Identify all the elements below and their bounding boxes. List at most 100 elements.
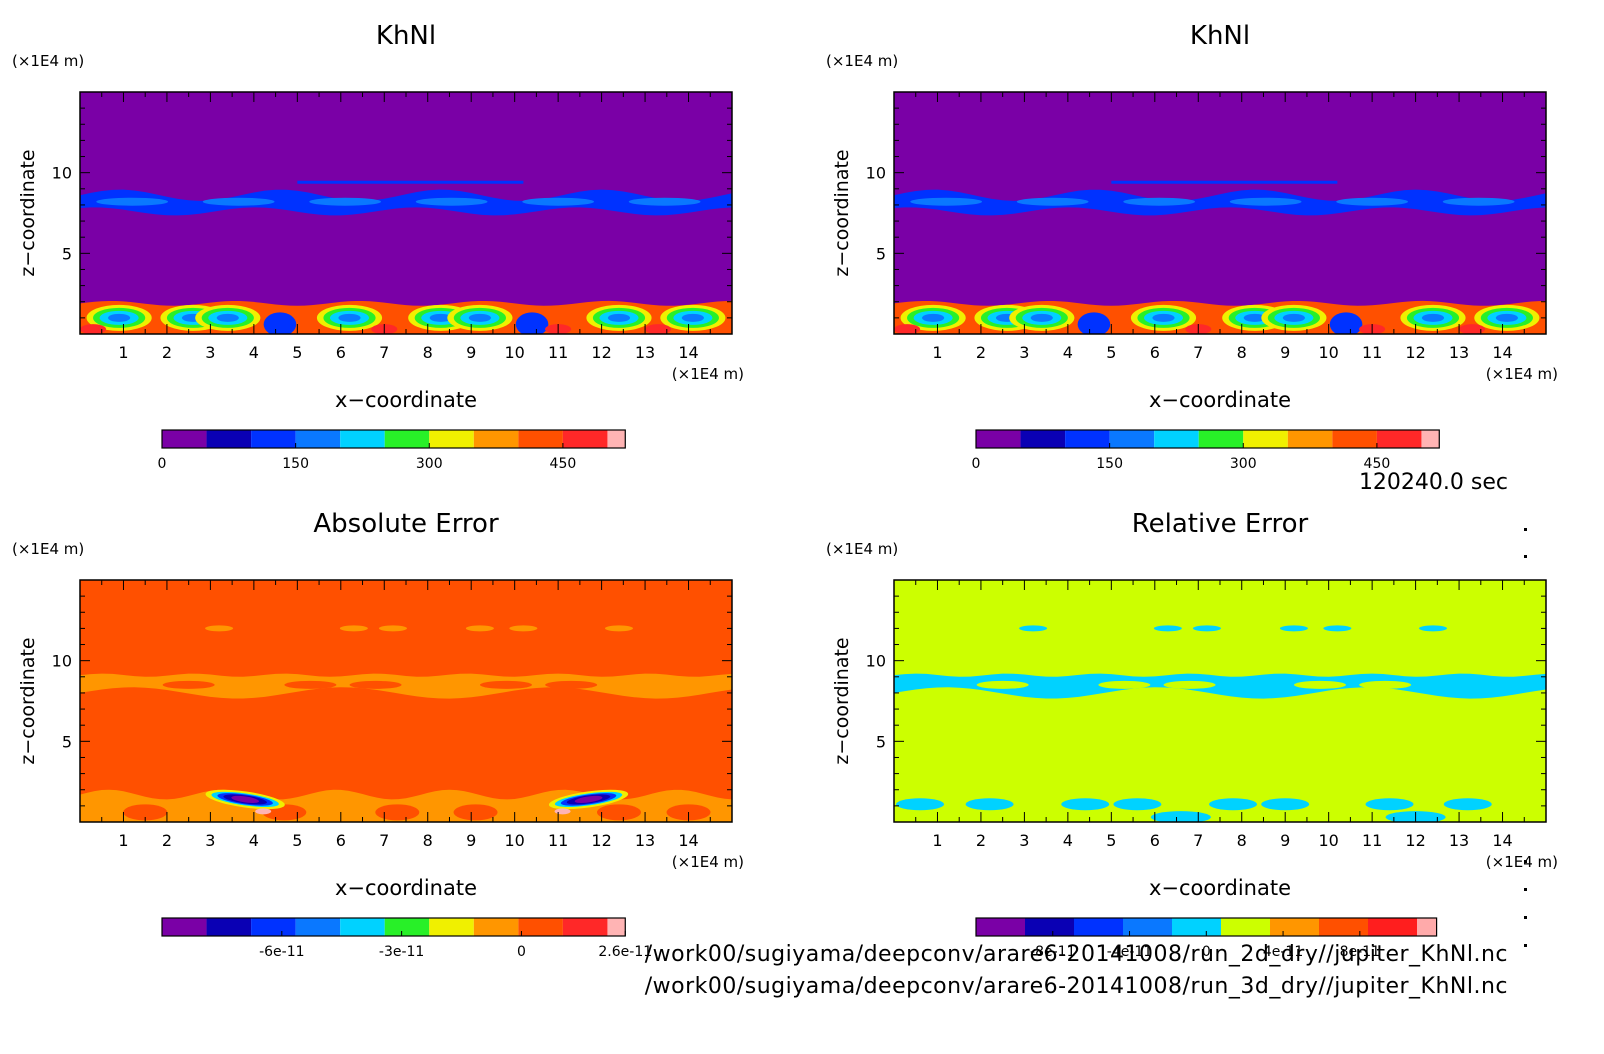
x-tick-label: 14 <box>1492 831 1512 850</box>
upper-band <box>894 189 1546 216</box>
upper-cell <box>96 197 169 206</box>
rel-error-cell <box>896 798 945 811</box>
contour-field <box>894 580 1546 822</box>
upper-cell <box>1123 197 1196 206</box>
x-tick-label: 7 <box>1193 343 1203 362</box>
colorbar-swatch <box>1025 918 1074 936</box>
x-axis-label: x−coordinate <box>1149 388 1291 412</box>
x-tick-label: 4 <box>249 831 259 850</box>
x-tick-label: 7 <box>379 831 389 850</box>
colorbar-tick-label: 0 <box>1202 944 1211 960</box>
colorbar-swatch <box>1287 430 1333 448</box>
x-tick-label: 3 <box>205 343 215 362</box>
x-unit-label: (×1E4 m) <box>672 365 744 383</box>
margin-dot <box>1524 916 1527 919</box>
colorbar-swatch <box>607 918 626 936</box>
colorbar-tick-label: 300 <box>416 456 443 472</box>
convective-cell <box>1030 313 1053 322</box>
colorbar-swatch <box>340 918 385 936</box>
x-tick-label: 12 <box>1405 831 1425 850</box>
rel-error-cell <box>1113 798 1162 811</box>
rel-error-speck <box>1279 625 1308 632</box>
y-axis-label: z−coordinate <box>17 149 39 276</box>
colorbar-swatch <box>206 918 252 936</box>
rel-error-cell <box>1443 798 1492 811</box>
error-patch <box>479 680 532 689</box>
margin-dot <box>1524 860 1527 863</box>
colorbar-swatch <box>1123 918 1172 936</box>
colorbar-tick-label: 0 <box>517 944 526 960</box>
x-tick-label: 10 <box>504 343 524 362</box>
colorbar-swatch <box>1319 918 1368 936</box>
rel-error-cell <box>1150 811 1211 822</box>
x-tick-label: 13 <box>1449 831 1469 850</box>
x-tick-label: 9 <box>1280 831 1290 850</box>
colorbar-tick-label: 4e-11 <box>1263 944 1303 960</box>
x-tick-label: 14 <box>678 343 698 362</box>
x-axis-label: x−coordinate <box>1149 876 1291 900</box>
colorbar-tick-label: 8e-11 <box>1340 944 1380 960</box>
rel-error-cell <box>1209 798 1258 811</box>
field-background <box>894 580 1546 822</box>
x-tick-label: 4 <box>249 343 259 362</box>
x-tick-label: 2 <box>162 831 172 850</box>
colorbar: 0 150 300 450 <box>972 429 1440 472</box>
upper-cell <box>1442 197 1515 206</box>
colorbar-swatch <box>340 430 385 448</box>
error-speck <box>509 625 538 632</box>
convective-cell <box>216 313 239 322</box>
vortex-error <box>231 795 260 803</box>
x-tick-label: 6 <box>1150 343 1160 362</box>
error-speck <box>465 625 494 632</box>
y-tick-label: 10 <box>866 164 886 183</box>
colorbar-swatch <box>1368 918 1417 936</box>
x-tick-label: 4 <box>1063 343 1073 362</box>
upper-cell <box>522 197 594 206</box>
y-tick-label: 5 <box>876 732 886 751</box>
y-tick-label: 10 <box>52 652 72 671</box>
rel-error-speck <box>1418 625 1447 632</box>
margin-dot <box>1524 944 1527 947</box>
x-tick-label: 9 <box>466 343 476 362</box>
y-axis-label: z−coordinate <box>831 149 853 276</box>
upper-cell <box>628 197 701 206</box>
x-tick-label: 9 <box>466 831 476 850</box>
colorbar-swatch <box>1421 430 1440 448</box>
upper-cell <box>1016 197 1089 206</box>
upper-cell <box>910 197 983 206</box>
x-tick-label: 1 <box>118 343 128 362</box>
rel-error-cell <box>1365 798 1414 811</box>
upper-cell <box>202 197 275 206</box>
colorbar-swatch <box>473 918 519 936</box>
error-patch <box>545 680 598 689</box>
y-axis-label: z−coordinate <box>831 637 853 764</box>
rel-error-speck <box>1019 625 1048 632</box>
colorbar-swatch <box>1154 430 1199 448</box>
x-tick-label: 1 <box>118 831 128 850</box>
chart-title: Absolute Error <box>313 509 499 539</box>
rel-error-patch <box>976 680 1029 689</box>
colorbar-swatch <box>562 918 608 936</box>
error-speck <box>205 625 234 632</box>
error-speck <box>339 625 368 632</box>
colorbar-swatch <box>1376 430 1422 448</box>
x-tick-label: 8 <box>1237 831 1247 850</box>
contour-field <box>894 180 1546 334</box>
colorbar: 0 150 300 450 <box>158 429 626 472</box>
rel-error-patch <box>1293 680 1346 689</box>
colorbar-swatch <box>384 918 430 936</box>
x-tick-label: 9 <box>1280 343 1290 362</box>
error-band <box>80 673 732 699</box>
colorbar-swatch <box>473 430 519 448</box>
contour-field <box>80 580 732 822</box>
x-tick-label: 11 <box>1362 343 1382 362</box>
z-unit-label: (×1E4 m) <box>826 540 898 558</box>
y-tick-label: 5 <box>62 732 72 751</box>
colorbar-tick-label: 2.6e-11 <box>598 944 652 960</box>
x-tick-label: 13 <box>635 831 655 850</box>
colorbar-tick-label: -6e-11 <box>259 944 304 960</box>
upper-cell <box>1336 197 1408 206</box>
colorbar-frame <box>161 429 626 449</box>
colorbar-swatch <box>1198 430 1244 448</box>
